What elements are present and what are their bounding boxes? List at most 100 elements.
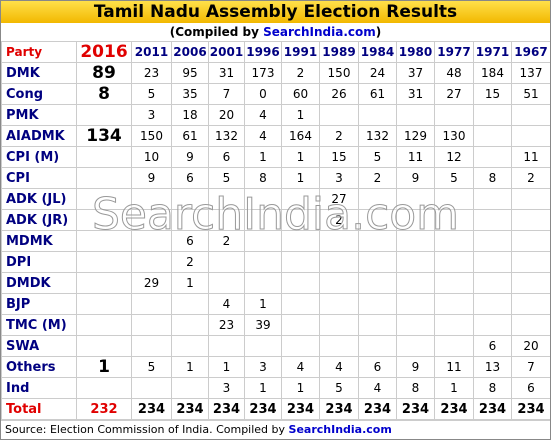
party-name: Total [1,398,77,420]
seat-count: 132 [358,125,397,147]
seat-count [244,251,282,273]
seat-count [319,251,359,273]
party-name: Others [1,356,77,378]
seat-count: 24 [358,62,397,84]
party-row: TMC (M) 23 39 [1,314,550,336]
seat-count [244,335,282,357]
subtitle-text: (Compiled by [169,25,264,39]
seat-count [244,272,282,294]
footer-site: SearchIndia.com [288,423,392,436]
seat-count: 1 [244,293,282,315]
seat-count: 234 [131,398,172,420]
seat-count [319,104,359,126]
seat-count: 89 [76,62,132,84]
seat-count [511,209,550,231]
seat-count [396,104,435,126]
seat-count [281,230,320,252]
seat-count: 35 [171,83,209,105]
seat-count [473,293,512,315]
seat-count [76,293,132,315]
party-row: BJP 4 1 [1,293,550,315]
seat-count [473,104,512,126]
seat-count [76,209,132,231]
seat-count [76,251,132,273]
seat-count [396,272,435,294]
seat-count [281,251,320,273]
party-row: DPI 2 [1,251,550,273]
seat-count [281,293,320,315]
seat-count: 3 [208,377,245,399]
seat-count [473,251,512,273]
column-header: 1971 [473,41,512,63]
seat-count: 48 [434,62,474,84]
seat-count: 1 [171,356,209,378]
seat-count [511,272,550,294]
seat-count: 234 [511,398,550,420]
seat-count [511,230,550,252]
seat-count: 39 [244,314,282,336]
seat-count [434,251,474,273]
seat-count: 9 [131,167,172,189]
seat-count [434,230,474,252]
seat-count [281,272,320,294]
party-name: DPI [1,251,77,273]
party-row: DMDK 29 1 [1,272,550,294]
party-name: ADK (JR) [1,209,77,231]
seat-count: 4 [281,356,320,378]
seat-count: 9 [171,146,209,168]
column-header: Party [1,41,77,63]
column-header: 2001 [208,41,245,63]
seat-count: 234 [244,398,282,420]
seat-count: 51 [511,83,550,105]
party-row: Cong 8 5 35 7 0 60 26 61 31 27 15 51 [1,83,550,105]
seat-count [208,188,245,210]
seat-count: 61 [171,125,209,147]
seat-count [76,377,132,399]
column-header: 1989 [319,41,359,63]
party-name: Cong [1,83,77,105]
seat-count: 11 [396,146,435,168]
footer: Source: Election Commission of India. Co… [1,420,550,439]
seat-count: 15 [319,146,359,168]
seat-count [131,230,172,252]
seat-count [131,188,172,210]
seat-count: 134 [76,125,132,147]
party-name: SWA [1,335,77,357]
seat-count [396,188,435,210]
seat-count [208,335,245,357]
seat-count: 95 [171,62,209,84]
seat-count: 130 [434,125,474,147]
seat-count [208,209,245,231]
seat-count [76,167,132,189]
seat-count [434,314,474,336]
seat-count [319,314,359,336]
seat-count: 4 [319,356,359,378]
seat-count [281,314,320,336]
column-header: 2011 [131,41,172,63]
seat-count: 234 [208,398,245,420]
column-header: 2016 [76,41,132,63]
seat-count: 7 [511,356,550,378]
seat-count: 137 [511,62,550,84]
results-table: Party 2016 2011 2006 2001 1996 1991 1989 1984 198… [1,41,550,420]
seat-count: 6 [171,167,209,189]
party-row: AIADMK 134 150 61 132 4 164 2 132 129 130 [1,125,550,147]
seat-count [76,104,132,126]
seat-count: 164 [281,125,320,147]
seat-count [319,293,359,315]
seat-count [358,209,397,231]
title: Tamil Nadu Assembly Election Results [1,1,550,23]
seat-count [171,377,209,399]
seat-count: 234 [358,398,397,420]
seat-count: 4 [358,377,397,399]
seat-count: 3 [319,167,359,189]
seat-count: 8 [473,167,512,189]
seat-count: 1 [244,377,282,399]
seat-count: 6 [511,377,550,399]
seat-count: 2 [171,251,209,273]
seat-count [358,104,397,126]
seat-count: 27 [319,188,359,210]
party-row: ADK (JL) 27 [1,188,550,210]
seat-count [434,335,474,357]
seat-count [76,314,132,336]
